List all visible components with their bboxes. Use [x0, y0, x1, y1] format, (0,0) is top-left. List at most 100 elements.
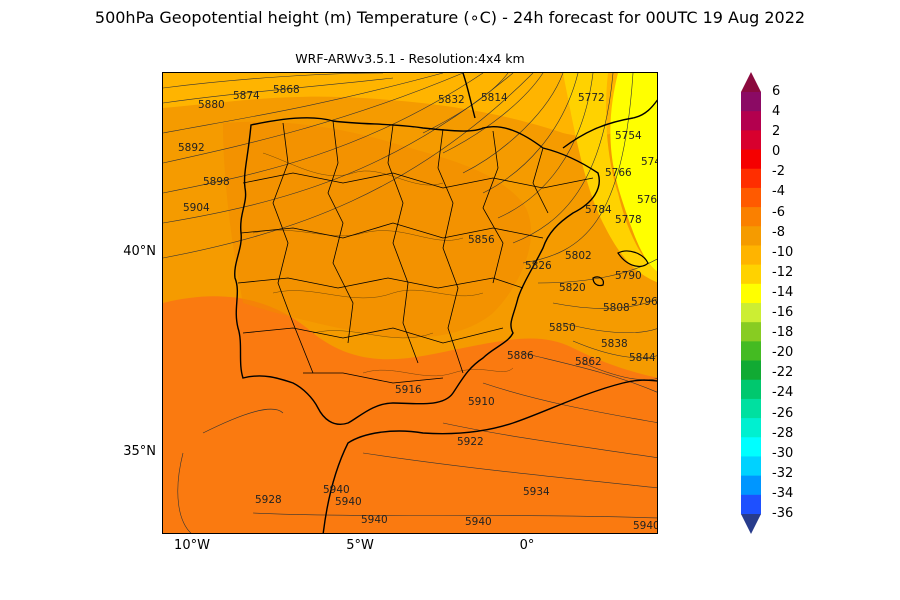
colorbar-segment [741, 418, 761, 438]
colorbar-tick-label: -12 [772, 264, 794, 280]
france-coastline [462, 73, 657, 149]
contour-label: 5826 [525, 260, 552, 272]
contour-label: 5814 [481, 92, 508, 104]
map-panel: 5874 5868 5880 5892 5898 5904 5832 5814 … [162, 72, 658, 534]
lon-tick-10w: 10°W [174, 538, 210, 553]
forecast-map: 5874 5868 5880 5892 5898 5904 5832 5814 … [163, 73, 658, 533]
colorbar-tick-label: -20 [772, 345, 794, 361]
colorbar-segment [741, 303, 761, 323]
contour-label: 5940 [335, 496, 362, 508]
contour-label: 5772 [578, 92, 605, 104]
contour-label: 5766 [605, 167, 632, 179]
contour-label: 5796 [631, 296, 658, 308]
colorbar-tick-label: -34 [772, 485, 794, 501]
colorbar-tick-label: -4 [772, 184, 785, 200]
colorbar-extend-max [741, 72, 761, 92]
contour-label: 5760 [637, 194, 658, 206]
colorbar-segment [741, 207, 761, 227]
colorbar-segment [741, 398, 761, 419]
geopotential-contours [163, 73, 657, 533]
contour-label: 5892 [178, 142, 205, 154]
contour-label: 5916 [395, 384, 422, 396]
lon-tick-0: 0° [519, 538, 535, 553]
colorbar-tick-label: -30 [772, 445, 794, 461]
colorbar-tick-label: -14 [772, 284, 794, 300]
colorbar-tick-label: -24 [772, 385, 794, 401]
contour-label: 5886 [507, 350, 534, 362]
ibiza-island [592, 276, 604, 287]
colorbar-segment [741, 168, 761, 189]
colorbar-tick-label: -2 [772, 164, 785, 180]
contour-label: 5862 [575, 356, 602, 368]
lat-tick-40n: 40°N [123, 244, 156, 259]
contour-label: 5898 [203, 176, 230, 188]
colorbar-segment [741, 437, 761, 457]
contour-label: 5820 [559, 282, 586, 294]
contour-label: 5940 [633, 520, 658, 532]
temperature-shading-cold [610, 73, 657, 272]
contour-label: 5748 [641, 156, 658, 168]
contour-label: 5838 [601, 338, 628, 350]
contour-label: 5850 [549, 322, 576, 334]
colorbar-segment [741, 245, 761, 266]
contour-label: 5874 [233, 90, 260, 102]
temperature-shading-land [223, 121, 532, 338]
iberia-coastline [234, 117, 600, 425]
contour-label: 5904 [183, 202, 210, 214]
colorbar-segment [741, 226, 761, 246]
africa-coastline [322, 379, 657, 533]
contour-label: 5844 [629, 352, 656, 364]
colorbar-segment [741, 283, 761, 304]
colorbar-segment [741, 111, 761, 131]
colorbar-segments [741, 92, 761, 515]
contour-label: 5802 [565, 250, 592, 262]
contour-label-group: 5874 5868 5880 5892 5898 5904 5832 5814 … [178, 84, 658, 532]
colorbar-tick-label: -22 [772, 365, 794, 381]
colorbar-segment [741, 187, 761, 208]
contour-label: 5940 [465, 516, 492, 528]
contour-label: 5928 [255, 494, 282, 506]
colorbar-tick-label: -10 [772, 244, 794, 260]
colorbar-segment [741, 92, 761, 112]
colorbar-tick-label: -6 [772, 204, 785, 220]
contour-label: 5934 [523, 486, 550, 498]
colorbar-segment [741, 264, 761, 285]
contour-label: 5790 [615, 270, 642, 282]
contour-label: 5808 [603, 302, 630, 314]
colorbar-tick-label: 4 [772, 104, 781, 120]
colorbar-segment [741, 360, 761, 381]
colorbar-tick-label: -36 [772, 506, 794, 521]
balearic-islands [617, 250, 649, 268]
colorbar-segment [741, 322, 761, 342]
colorbar-segment [741, 149, 761, 170]
colorbar-segment [741, 475, 761, 496]
colorbar-segment [741, 494, 761, 515]
colorbar-tick-label: -18 [772, 325, 794, 341]
contour-label: 5784 [585, 204, 612, 216]
lat-tick-35n: 35°N [123, 444, 156, 459]
colorbar-segment [741, 130, 761, 151]
colorbar-segment [741, 341, 761, 362]
contour-label: 5754 [615, 130, 642, 142]
contour-label: 5940 [361, 514, 388, 526]
contour-label: 5910 [468, 396, 495, 408]
contour-label: 5940 [323, 484, 350, 496]
colorbar [741, 72, 761, 534]
colorbar-tick-label: 6 [772, 84, 781, 99]
colorbar-tick-label: -28 [772, 425, 794, 441]
contour-label: 5856 [468, 234, 495, 246]
colorbar-segment [741, 379, 761, 400]
figure-title: 500hPa Geopotential height (m) Temperatu… [94, 8, 806, 27]
lon-tick-5w: 5°W [346, 538, 374, 553]
contour-label: 5922 [457, 436, 484, 448]
province-borders [237, 120, 594, 384]
figure-subtitle: WRF-ARWv3.5.1 - Resolution:4x4 km [295, 51, 525, 66]
contour-label: 5832 [438, 94, 465, 106]
colorbar-tick-label: 0 [772, 144, 781, 160]
colorbar-tick-label: -8 [772, 224, 785, 240]
colorbar-tick-label: -32 [772, 465, 794, 481]
colorbar-tick-label: -16 [772, 305, 794, 321]
colorbar-tick-label: 2 [772, 124, 781, 140]
colorbar-tick-label: -26 [772, 405, 794, 421]
contour-label: 5868 [273, 84, 300, 96]
